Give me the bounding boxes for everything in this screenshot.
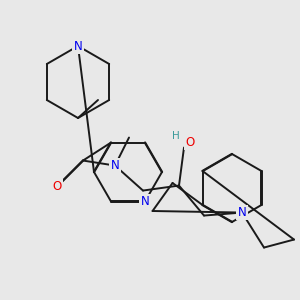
Text: N: N <box>74 40 82 52</box>
Text: N: N <box>141 195 149 208</box>
Text: N: N <box>111 159 119 172</box>
Text: O: O <box>185 136 195 149</box>
Text: H: H <box>172 130 180 141</box>
Text: O: O <box>52 180 62 193</box>
Text: N: N <box>238 206 246 219</box>
